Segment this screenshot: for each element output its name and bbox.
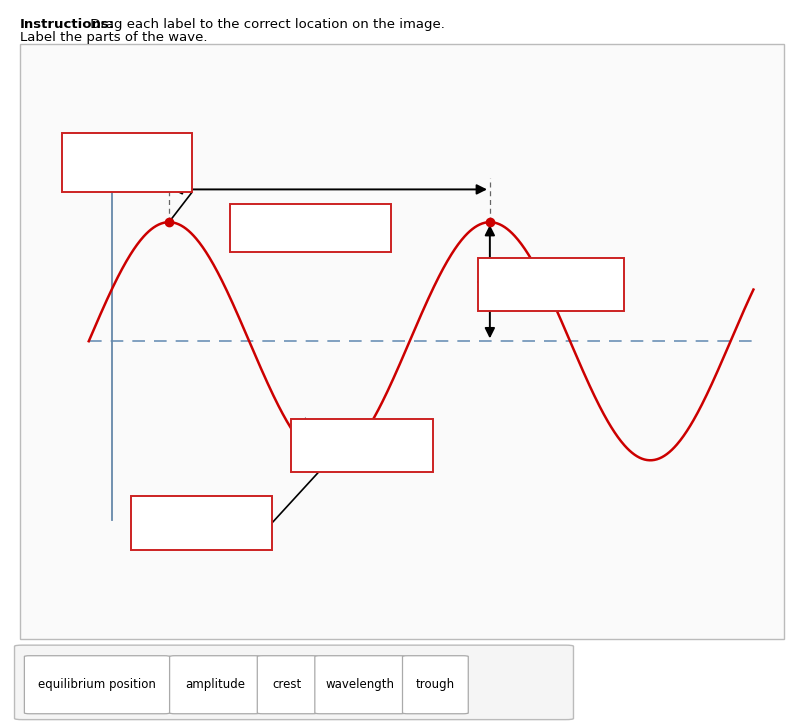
FancyBboxPatch shape: [20, 44, 784, 639]
Bar: [230, 204, 390, 252]
Text: Drag each label to the correct location on the image.: Drag each label to the correct location …: [86, 18, 446, 31]
Bar: [130, 496, 272, 550]
Bar: [291, 419, 433, 472]
Text: wavelength: wavelength: [326, 678, 394, 691]
Text: Label the parts of the wave.: Label the parts of the wave.: [20, 31, 207, 44]
FancyBboxPatch shape: [170, 656, 260, 714]
Bar: [62, 133, 192, 192]
Text: trough: trough: [416, 678, 455, 691]
FancyBboxPatch shape: [402, 656, 468, 714]
FancyBboxPatch shape: [24, 656, 170, 714]
Bar: [478, 258, 623, 311]
Text: Instructions:: Instructions:: [20, 18, 115, 31]
Text: amplitude: amplitude: [185, 678, 245, 691]
FancyBboxPatch shape: [315, 656, 406, 714]
Text: crest: crest: [273, 678, 302, 691]
FancyBboxPatch shape: [14, 645, 574, 719]
Text: equilibrium position: equilibrium position: [38, 678, 156, 691]
FancyBboxPatch shape: [258, 656, 318, 714]
